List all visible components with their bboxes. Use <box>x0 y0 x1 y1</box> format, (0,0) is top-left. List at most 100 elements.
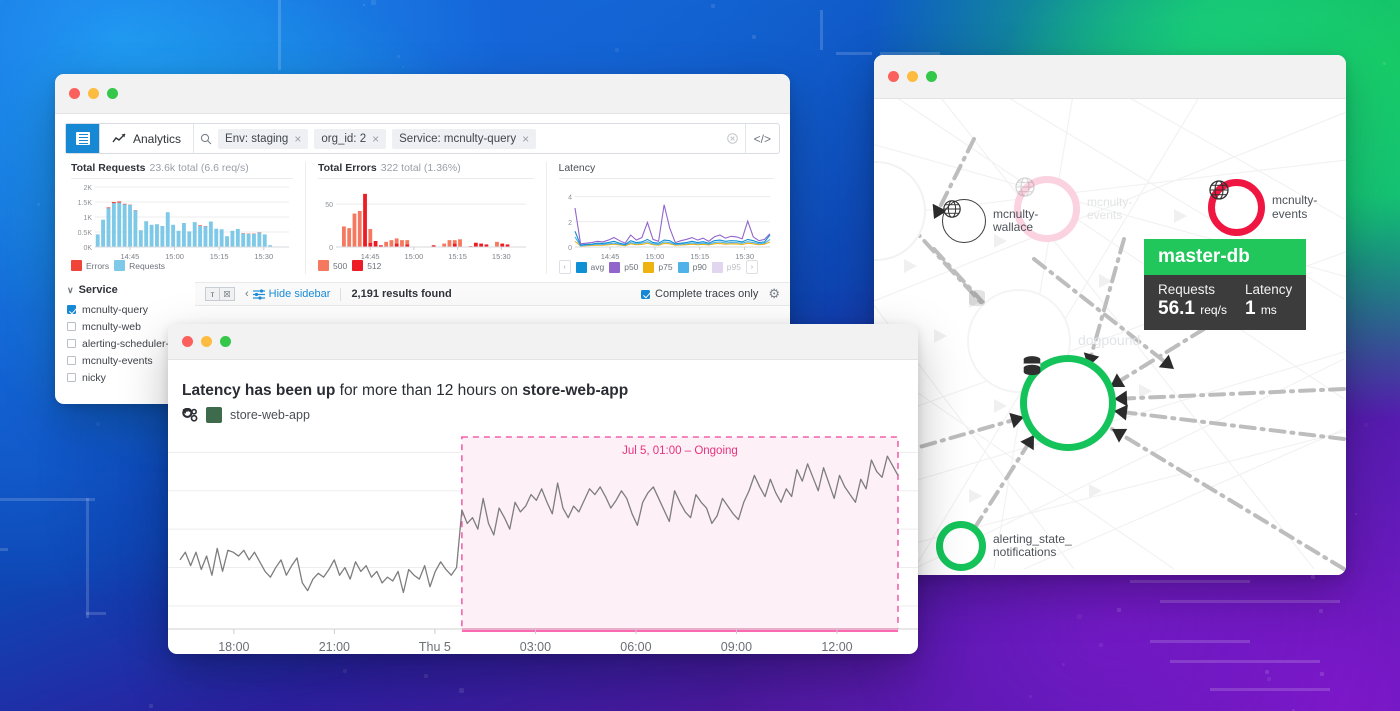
alert-latency-chart[interactable]: 18:00 21:00 Thu 5 03:00 06:00 09:00 12:00 Jul … <box>168 433 918 654</box>
facet-item-label: mcnulty-web <box>82 320 141 333</box>
tooltip-title: master-db <box>1144 239 1307 275</box>
complete-traces-label: Complete traces only <box>655 288 759 300</box>
chart-plot-area[interactable]: 0 50 14:45 15:00 15:15 15:30 <box>318 185 534 261</box>
svg-text:14:45: 14:45 <box>121 252 140 261</box>
globe-icon <box>943 200 961 218</box>
complete-traces-toggle[interactable]: Complete traces only <box>641 288 758 300</box>
map-node-mcnulty-wallace[interactable]: mcnulty- wallace <box>942 199 1038 243</box>
svg-text:06:00: 06:00 <box>620 640 651 654</box>
chart-title: Latency <box>558 162 596 174</box>
metric-number: 1 <box>1244 298 1256 319</box>
gear-icon[interactable]: ⚙ <box>768 286 780 301</box>
legend-swatch <box>575 261 587 273</box>
facet-item-mcnulty-web[interactable]: mcnulty-web <box>67 318 195 335</box>
legend-swatch <box>609 261 621 273</box>
map-node-mcnulty-events-ghost[interactable]: mcnulty- events <box>1014 176 1132 242</box>
close-icon[interactable]: × <box>294 131 302 146</box>
code-brackets-icon[interactable]: </> <box>744 124 779 153</box>
map-node-label: mcnulty- events <box>1272 193 1318 221</box>
legend-item[interactable]: p75 <box>643 261 673 273</box>
legend-next-button[interactable]: › <box>745 260 758 274</box>
close-button[interactable] <box>888 71 899 82</box>
legend-item[interactable]: p50 <box>609 261 638 273</box>
maximize-button[interactable] <box>926 71 937 82</box>
master-db-tooltip: master-db Requests 56.1 req/s Latency 1 … <box>1144 239 1307 330</box>
filter-chip-label: Service: mcnulty-query <box>399 132 517 145</box>
metric-unit: req/s <box>1200 303 1227 317</box>
chart-title: Total Requests <box>71 162 146 174</box>
clear-search-icon[interactable] <box>720 124 745 153</box>
alert-title-metric: Latency has been up <box>182 382 336 399</box>
checkbox[interactable] <box>67 322 76 331</box>
apm-titlebar <box>55 74 790 114</box>
globe-icon <box>1209 180 1229 200</box>
minimize-button[interactable] <box>907 71 918 82</box>
analytics-tab[interactable]: Analytics <box>100 124 195 153</box>
filter-icon[interactable]: ᴛ <box>205 287 220 301</box>
close-button[interactable] <box>69 88 80 99</box>
filter-chip-service[interactable]: Service: mcnulty-query × <box>392 128 537 149</box>
facet-item-alerting-scheduler[interactable]: alerting-scheduler-ap <box>67 335 195 352</box>
maximize-button[interactable] <box>220 336 231 347</box>
minimize-button[interactable] <box>88 88 99 99</box>
alert-title: Latency has been up for more than 12 hou… <box>168 382 918 400</box>
legend-swatch <box>677 261 689 273</box>
divider <box>558 178 774 179</box>
chart-plot-area[interactable]: 0 2 4 14:45 15:00 15:15 15:30 <box>559 185 775 261</box>
chart-header: Total Requests 23.6k total (6.6 req/s) <box>71 162 293 174</box>
checkbox[interactable] <box>67 305 76 314</box>
metric-label: Latency <box>1244 282 1293 297</box>
svg-text:15:15: 15:15 <box>448 252 467 261</box>
legend-label: 512 <box>367 260 382 271</box>
map-node-master-db[interactable] <box>1020 355 1116 451</box>
hide-sidebar-button[interactable]: ‹ Hide sidebar <box>245 288 330 300</box>
svg-text:50: 50 <box>325 202 333 209</box>
close-icon[interactable]: × <box>372 131 380 146</box>
legend-item[interactable]: 500 <box>318 260 347 271</box>
checkbox[interactable] <box>67 356 76 365</box>
svg-text:03:00: 03:00 <box>520 640 551 654</box>
filter-chip-env[interactable]: Env: staging × <box>218 128 309 149</box>
close-icon[interactable]: × <box>522 131 530 146</box>
service-map-canvas[interactable]: mcnulty- events mcnulty- wallace <box>874 99 1346 575</box>
svg-text:0.5K: 0.5K <box>78 230 93 237</box>
facet-heading[interactable]: ∨ Service <box>67 284 195 296</box>
map-node-mcnulty-events[interactable]: mcnulty- events <box>1208 179 1317 236</box>
map-node-ghost-db-left[interactable] <box>874 161 926 261</box>
legend-item[interactable]: p90 <box>677 261 707 273</box>
chart-total-requests: Total Requests 23.6k total (6.6 req/s) 0K… <box>59 162 305 274</box>
grid-view-icon[interactable] <box>66 124 100 153</box>
chart-subtitle: 322 total (1.36%) <box>380 162 461 174</box>
chart-plot-area[interactable]: 0K 0.5K 1K 1.5K 2K 14:45 15:00 15:15 15:30 <box>71 185 293 261</box>
facet-item-nicky[interactable]: nicky <box>67 369 195 386</box>
legend-item[interactable]: Errors <box>71 260 109 271</box>
chart-legend: 500 512 <box>318 260 534 271</box>
legend-item[interactable]: avg <box>575 261 604 273</box>
close-button[interactable] <box>182 336 193 347</box>
facet-item-mcnulty-query[interactable]: mcnulty-query <box>67 301 195 318</box>
legend-prev-button[interactable]: ‹ <box>558 260 571 274</box>
filter-chip-org-id[interactable]: org_id: 2 × <box>314 128 387 149</box>
clear-filter-icon[interactable]: ☒ <box>220 287 235 301</box>
legend-item[interactable]: p95 <box>711 261 741 273</box>
analytics-label: Analytics <box>133 131 182 146</box>
chart-legend: Errors Requests <box>71 260 293 271</box>
facet-item-label: nicky <box>82 371 106 384</box>
checkbox[interactable] <box>67 373 76 382</box>
sliders-icon <box>252 288 265 300</box>
map-node-alerting-state-notifications[interactable]: alerting_state_ notifications <box>936 521 1072 571</box>
legend-item[interactable]: 512 <box>352 260 381 271</box>
search-field[interactable]: Env: staging × org_id: 2 × Service: mcnu… <box>194 124 720 153</box>
facet-item-mcnulty-events[interactable]: mcnulty-events <box>67 352 195 369</box>
legend-item[interactable]: Requests <box>114 260 165 271</box>
service-map-window: mcnulty- events mcnulty- wallace <box>874 55 1346 575</box>
map-node-label: alerting_state_ notifications <box>993 531 1072 559</box>
maximize-button[interactable] <box>107 88 118 99</box>
minimize-button[interactable] <box>201 336 212 347</box>
cogs-icon <box>182 407 198 422</box>
checkbox[interactable] <box>641 289 651 299</box>
checkbox[interactable] <box>67 339 76 348</box>
svg-text:09:00: 09:00 <box>721 640 752 654</box>
search-icon <box>200 133 212 144</box>
